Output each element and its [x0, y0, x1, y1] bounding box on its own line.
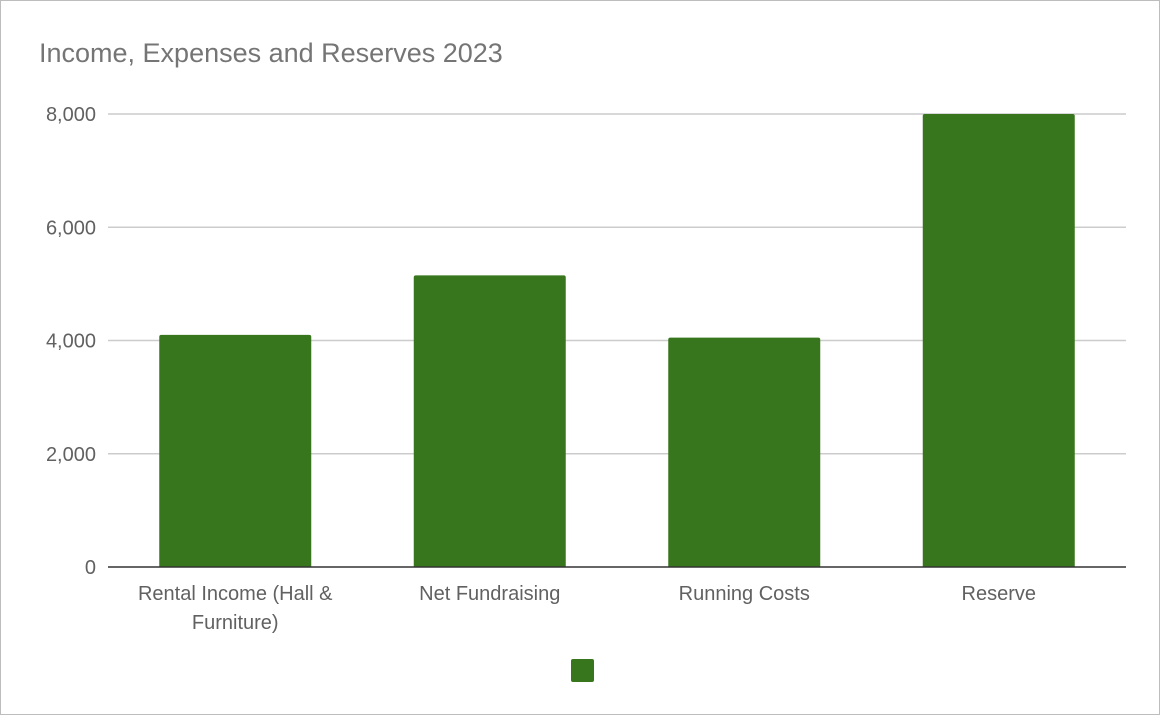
- x-category-label: Running Costs: [679, 583, 810, 605]
- bar-4: [922, 114, 1075, 567]
- x-axis-category-labels: Rental Income (Hall & Furniture) Net Fundr…: [138, 583, 1036, 634]
- y-tick-label: 2,000: [46, 444, 96, 466]
- y-tick-label: 8,000: [46, 104, 96, 126]
- legend: [571, 659, 594, 682]
- y-axis-tick-labels: 0 2,000 4,000 6,000 8,000: [46, 104, 96, 579]
- x-category-label: Net Fundraising: [419, 583, 560, 605]
- bar-2: [413, 275, 566, 567]
- chart-title: Income, Expenses and Reserves 2023: [39, 38, 503, 68]
- y-tick-label: 6,000: [46, 217, 96, 239]
- y-tick-label: 0: [85, 557, 96, 579]
- bar-3: [668, 337, 821, 567]
- x-category-label: Rental Income (Hall &: [138, 583, 333, 605]
- legend-swatch: [571, 659, 594, 682]
- x-category-label: Furniture): [192, 612, 279, 634]
- bars: [159, 114, 1075, 567]
- y-tick-label: 4,000: [46, 331, 96, 353]
- bar-1: [159, 334, 312, 567]
- x-category-label: Reserve: [962, 583, 1036, 605]
